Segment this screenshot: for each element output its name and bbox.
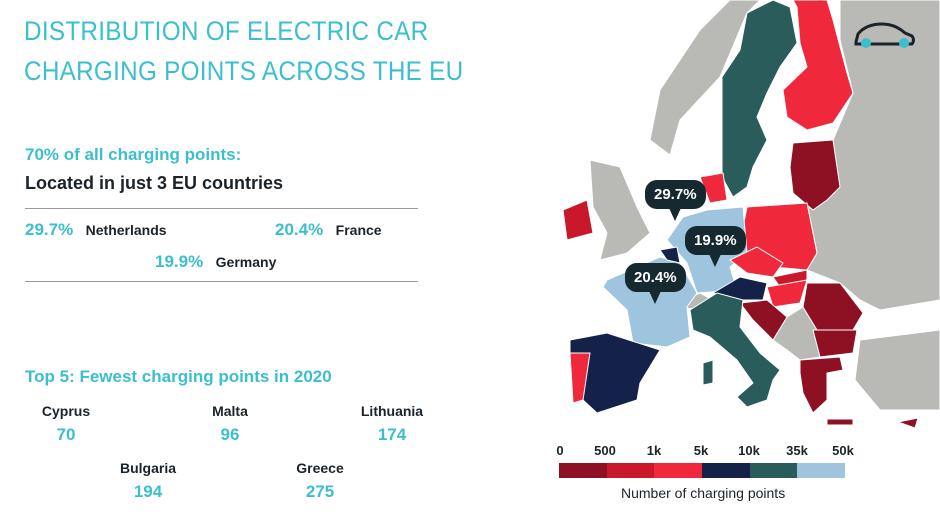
title-line-2: CHARGING POINTS ACROSS THE EU bbox=[24, 56, 464, 86]
fewest-country: Greece bbox=[296, 460, 344, 476]
fewest-item-malta: Malta 96 bbox=[170, 403, 290, 445]
country-sardinia bbox=[702, 359, 714, 386]
legend-swatch bbox=[654, 463, 703, 478]
legend-tick: 35k bbox=[786, 443, 808, 458]
legend-tick: 10k bbox=[738, 443, 760, 458]
fewest-item-cyprus: Cyprus 70 bbox=[6, 403, 126, 445]
legend-color-bar bbox=[559, 463, 846, 478]
region-uk bbox=[589, 159, 651, 261]
callout-germany: 19.9% bbox=[685, 226, 746, 267]
car-icon bbox=[854, 22, 915, 48]
stat-germany: 19.9% Germany bbox=[155, 252, 276, 272]
fewest-value: 275 bbox=[305, 482, 335, 501]
callout-france: 20.4% bbox=[625, 263, 686, 304]
stat-pct: 19.9% bbox=[155, 252, 204, 271]
legend-tick: 500 bbox=[594, 443, 616, 458]
fewest-value: 70 bbox=[56, 425, 76, 444]
legend-tick: 50k bbox=[832, 443, 854, 458]
legend-tick: 5k bbox=[693, 443, 709, 458]
legend-swatch bbox=[559, 463, 607, 478]
divider bbox=[25, 208, 418, 209]
stat-netherlands: 29.7% Netherlands bbox=[25, 220, 167, 240]
country-hungary bbox=[766, 279, 808, 308]
fewest-value: 96 bbox=[220, 425, 240, 444]
country-portugal bbox=[569, 352, 591, 404]
country-bulgaria bbox=[812, 329, 858, 358]
country-cyprus bbox=[897, 417, 919, 429]
callout-netherlands: 29.7% bbox=[645, 180, 706, 221]
legend-tick: 0 bbox=[556, 443, 564, 458]
country-italy bbox=[689, 292, 781, 408]
region-norway bbox=[649, 0, 761, 156]
fewest-item-lithuania: Lithuania 174 bbox=[332, 403, 452, 445]
country-crete bbox=[826, 418, 854, 426]
legend-swatch bbox=[702, 463, 750, 478]
country-baltics bbox=[789, 139, 841, 211]
legend-tick: 1k bbox=[646, 443, 662, 458]
fewest-country: Malta bbox=[212, 403, 248, 419]
legend-swatch bbox=[606, 463, 655, 478]
legend-caption: Number of charging points bbox=[621, 485, 786, 501]
country-ireland bbox=[562, 199, 594, 241]
stat-country: Netherlands bbox=[85, 222, 167, 238]
title-line-1: DISTRIBUTION OF ELECTRIC CAR bbox=[24, 16, 429, 46]
stat-country: Germany bbox=[215, 254, 277, 270]
stat-pct: 29.7% bbox=[25, 220, 74, 239]
country-belgium bbox=[659, 246, 681, 264]
country-sweden bbox=[721, 0, 798, 198]
stat-france: 20.4% France bbox=[275, 220, 382, 240]
divider bbox=[25, 281, 418, 282]
fewest-item-bulgaria: Bulgaria 194 bbox=[88, 460, 208, 502]
fewest-item-greece: Greece 275 bbox=[260, 460, 380, 502]
country-finland bbox=[782, 0, 854, 131]
country-denmark bbox=[699, 172, 728, 204]
legend-swatch bbox=[797, 463, 846, 478]
region-turkey bbox=[854, 329, 940, 411]
fewest-value: 174 bbox=[377, 425, 407, 444]
fewest-heading: Top 5: Fewest charging points in 2020 bbox=[25, 367, 332, 386]
country-croatia-slovenia bbox=[739, 299, 788, 341]
highlight-heading: 70% of all charging points: bbox=[25, 145, 242, 164]
country-greece bbox=[799, 356, 844, 414]
country-czechia bbox=[729, 246, 784, 278]
fewest-value: 194 bbox=[133, 482, 163, 501]
stat-pct: 20.4% bbox=[275, 220, 324, 239]
stat-country: France bbox=[335, 222, 382, 238]
highlight-subheading: Located in just 3 EU countries bbox=[25, 173, 284, 193]
legend-swatch bbox=[749, 463, 798, 478]
fewest-country: Lithuania bbox=[360, 403, 424, 419]
fewest-country: Cyprus bbox=[41, 403, 91, 419]
fewest-country: Bulgaria bbox=[119, 460, 176, 476]
